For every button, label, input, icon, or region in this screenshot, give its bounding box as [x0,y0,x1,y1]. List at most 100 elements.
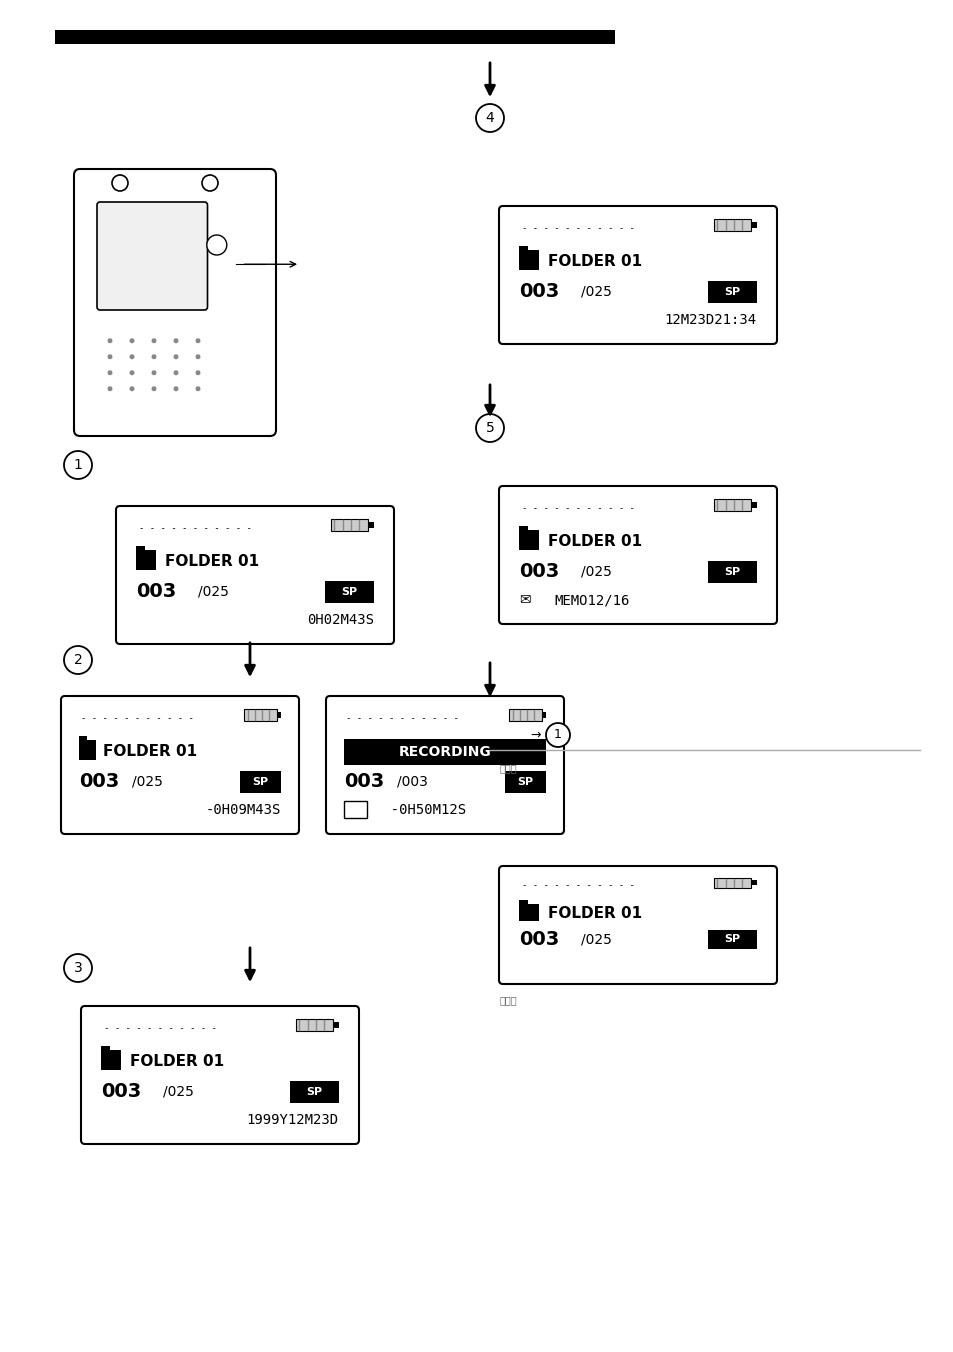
Circle shape [130,338,134,343]
Bar [541,713,546,718]
Text: /025: /025 [580,933,612,946]
Text: - - - - - - - - - - -: - - - - - - - - - - - [521,882,634,890]
FancyBboxPatch shape [61,696,298,834]
Text: 003: 003 [101,1083,141,1102]
Text: 0H02M43S: 0H02M43S [307,614,374,627]
Bar [751,502,756,508]
Circle shape [64,955,91,982]
Circle shape [476,104,503,132]
Text: -0H50M12S: -0H50M12S [374,803,465,818]
Text: 1999Y12M23D: 1999Y12M23D [247,1114,338,1128]
FancyBboxPatch shape [74,169,275,435]
Text: - - - - - - - - - - -: - - - - - - - - - - - [521,223,634,233]
Bar [518,526,528,530]
Bar [244,708,276,721]
Text: 3: 3 [73,961,82,975]
Bar [343,740,546,765]
Text: FOLDER 01: FOLDER 01 [130,1055,223,1069]
Circle shape [112,174,128,191]
Text: 1: 1 [554,729,561,741]
Text: 003: 003 [518,930,558,949]
Bar [518,903,538,921]
Text: /025: /025 [580,565,612,579]
Text: - - - - - - - - - - -: - - - - - - - - - - - [104,1023,216,1033]
Circle shape [64,646,91,675]
Text: MEMO12/16: MEMO12/16 [554,594,629,607]
Circle shape [152,338,156,343]
Text: SP: SP [517,777,533,787]
Text: 1: 1 [73,458,82,472]
Text: /003: /003 [396,775,427,790]
Text: 003: 003 [518,283,558,301]
Text: /025: /025 [132,775,162,790]
Circle shape [195,354,200,360]
Bar [79,740,96,760]
Bar [518,250,538,270]
Bar [343,802,366,818]
Text: SP: SP [341,587,357,596]
Text: SP: SP [723,934,740,944]
Bar [713,877,751,888]
Bar [751,880,756,886]
Bar [368,522,374,527]
FancyBboxPatch shape [498,867,776,984]
Bar [518,246,528,250]
Circle shape [130,387,134,391]
FancyBboxPatch shape [116,506,394,644]
FancyBboxPatch shape [498,485,776,625]
Circle shape [130,370,134,376]
FancyBboxPatch shape [81,1006,358,1144]
Text: /025: /025 [163,1084,194,1099]
Text: 5: 5 [485,420,494,435]
Circle shape [173,354,178,360]
Bar [101,1051,121,1069]
Circle shape [202,174,218,191]
Bar [713,219,751,231]
Text: SP: SP [253,777,269,787]
Text: FOLDER 01: FOLDER 01 [547,254,641,269]
Text: -0H09M43S: -0H09M43S [206,803,281,818]
Text: FOLDER 01: FOLDER 01 [547,534,641,549]
Circle shape [152,354,156,360]
Bar [751,222,756,228]
Text: ノート: ノート [499,995,517,1005]
Circle shape [108,387,112,391]
Text: - - - - - - - - - - -: - - - - - - - - - - - [346,714,458,723]
FancyBboxPatch shape [498,206,776,343]
Circle shape [152,387,156,391]
Text: 12M23D21:34: 12M23D21:34 [664,314,756,327]
Circle shape [152,370,156,376]
Text: SP: SP [723,566,740,577]
Text: - - - - - - - - - - -: - - - - - - - - - - - [81,714,193,723]
Bar [707,281,756,303]
Text: /025: /025 [580,285,612,299]
Circle shape [173,338,178,343]
Bar [325,581,374,603]
Bar [518,530,538,550]
Text: 2: 2 [73,653,82,667]
Bar [707,561,756,583]
Bar [518,900,528,904]
Circle shape [64,452,91,479]
Bar [79,735,87,741]
FancyBboxPatch shape [326,696,563,834]
Text: →: → [530,729,540,741]
Text: - - - - - - - - - - -: - - - - - - - - - - - [521,504,634,512]
Bar [290,1080,338,1103]
Circle shape [195,387,200,391]
Bar [333,1022,338,1028]
Text: 003: 003 [79,772,119,791]
Text: ノート: ノート [499,763,517,773]
Text: /025: /025 [198,585,229,599]
Text: 003: 003 [343,772,384,791]
Bar [55,30,615,45]
Text: SP: SP [723,287,740,297]
Circle shape [476,414,503,442]
Circle shape [108,338,112,343]
Bar [136,546,145,550]
Circle shape [173,370,178,376]
Text: FOLDER 01: FOLDER 01 [547,906,641,922]
Circle shape [195,370,200,376]
FancyBboxPatch shape [97,201,208,310]
Text: SP: SP [306,1087,322,1096]
